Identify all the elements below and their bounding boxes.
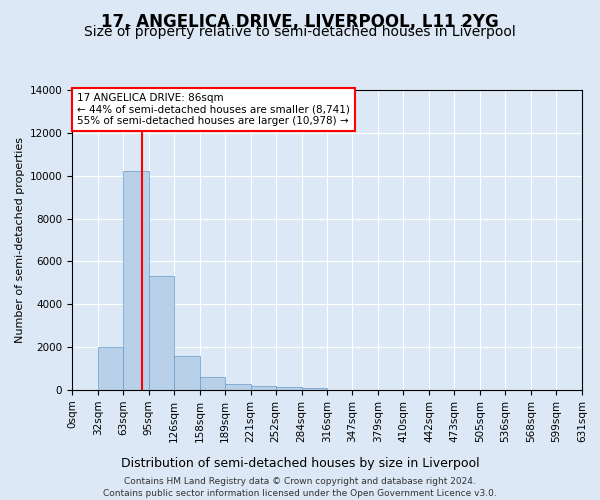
Text: Contains public sector information licensed under the Open Government Licence v3: Contains public sector information licen… <box>103 489 497 498</box>
Bar <box>98 347 123 390</box>
Bar <box>123 172 149 390</box>
Text: Contains HM Land Registry data © Crown copyright and database right 2024.: Contains HM Land Registry data © Crown c… <box>124 478 476 486</box>
Text: Size of property relative to semi-detached houses in Liverpool: Size of property relative to semi-detach… <box>84 25 516 39</box>
Bar <box>174 356 200 390</box>
Bar <box>275 387 302 390</box>
Bar <box>225 384 251 390</box>
Bar <box>149 276 174 390</box>
Bar <box>200 376 225 390</box>
Text: 17 ANGELICA DRIVE: 86sqm
← 44% of semi-detached houses are smaller (8,741)
55% o: 17 ANGELICA DRIVE: 86sqm ← 44% of semi-d… <box>77 93 350 126</box>
Text: Distribution of semi-detached houses by size in Liverpool: Distribution of semi-detached houses by … <box>121 458 479 470</box>
Text: 17, ANGELICA DRIVE, LIVERPOOL, L11 2YG: 17, ANGELICA DRIVE, LIVERPOOL, L11 2YG <box>101 12 499 30</box>
Y-axis label: Number of semi-detached properties: Number of semi-detached properties <box>16 137 25 343</box>
Bar <box>302 388 328 390</box>
Bar <box>251 386 275 390</box>
